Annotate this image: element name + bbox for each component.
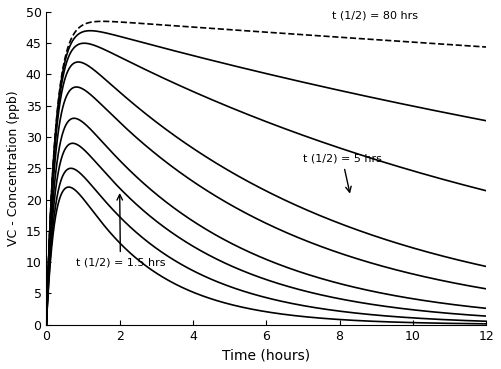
Text: t (1/2) = 5 hrs: t (1/2) = 5 hrs: [303, 154, 382, 192]
Text: t (1/2) = 1.5 hrs: t (1/2) = 1.5 hrs: [76, 194, 165, 267]
Y-axis label: VC - Concentration (ppb): VC - Concentration (ppb): [7, 90, 20, 246]
X-axis label: Time (hours): Time (hours): [222, 348, 310, 362]
Text: t (1/2) = 80 hrs: t (1/2) = 80 hrs: [332, 10, 418, 20]
